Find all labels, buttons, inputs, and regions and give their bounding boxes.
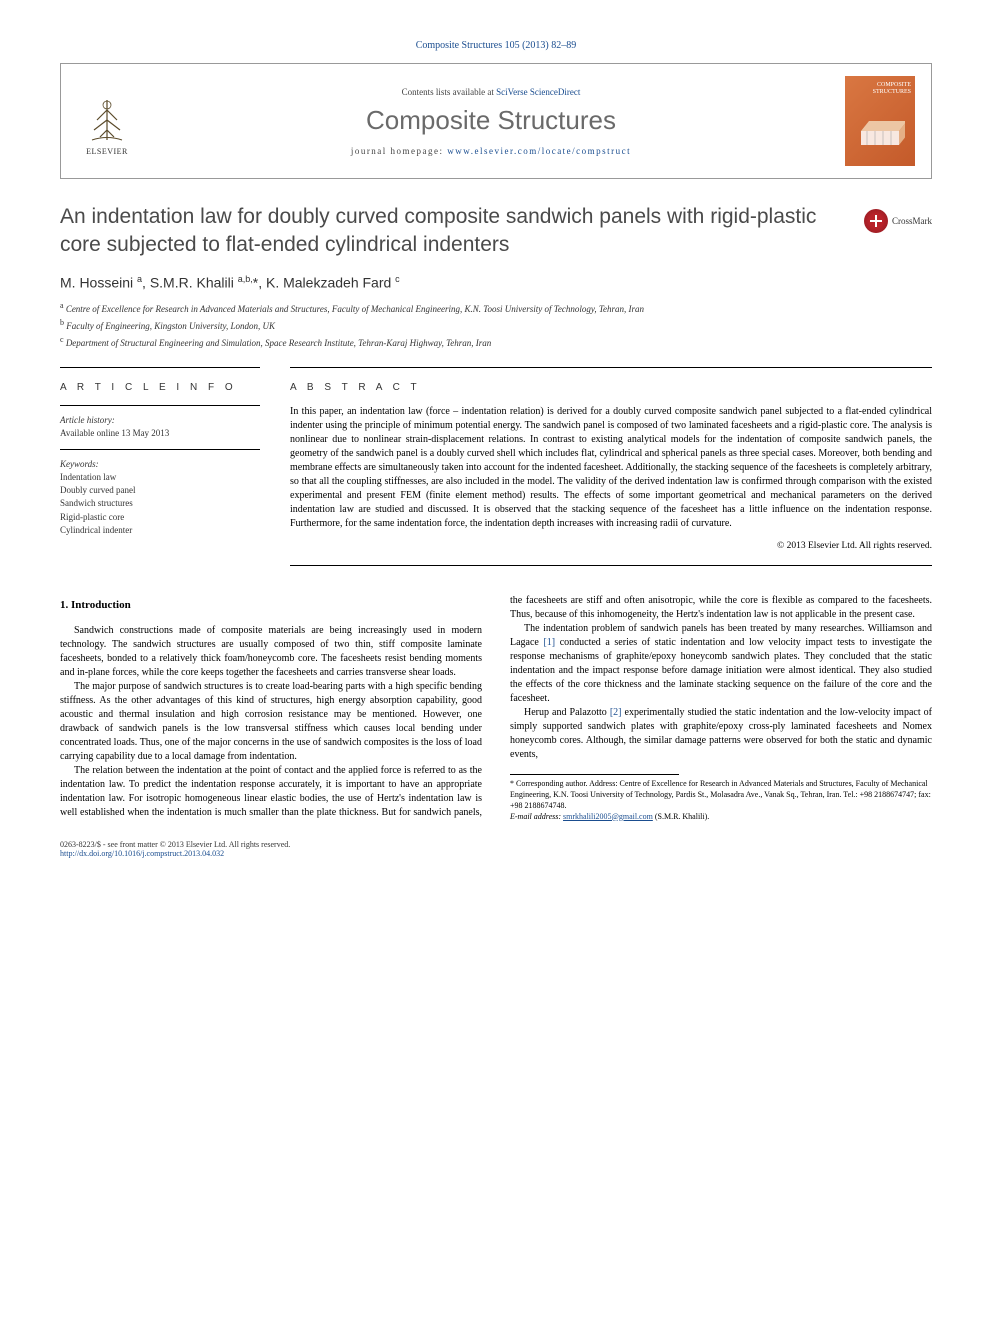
divider [60,405,260,406]
journal-header: ELSEVIER Contents lists available at Sci… [60,63,932,179]
keyword: Rigid-plastic core [60,511,260,524]
contents-prefix: Contents lists available at [402,87,496,97]
email-attribution: (S.M.R. Khalili). [655,812,709,821]
publisher-logo: ELSEVIER [77,86,137,156]
footer-left: 0263-8223/$ - see front matter © 2013 El… [60,840,290,858]
keyword: Cylindrical indenter [60,524,260,537]
body-text: 1. Introduction Sandwich constructions m… [60,594,932,822]
body-paragraph: The major purpose of sandwich structures… [60,680,482,764]
authors: M. Hosseini a, S.M.R. Khalili a,b,*, K. … [60,274,932,291]
crossmark-label: CrossMark [892,216,932,226]
article-title: An indentation law for doubly curved com… [60,203,864,260]
body-paragraph: Herup and Palazotto [2] experimentally s… [510,706,932,762]
abstract-text: In this paper, an indentation law (force… [290,405,932,531]
abstract: A B S T R A C T In this paper, an indent… [290,367,932,566]
footnote-email: E-mail address: smrkhalili2005@gmail.com… [510,812,932,823]
crossmark-badge[interactable]: CrossMark [864,209,932,233]
journal-title: Composite Structures [137,105,845,136]
front-matter: 0263-8223/$ - see front matter © 2013 El… [60,840,290,849]
footnote-divider [510,774,679,775]
section-heading: 1. Introduction [60,598,482,613]
affiliations: a Centre of Excellence for Research in A… [60,300,932,349]
body-paragraph: Sandwich constructions made of composite… [60,624,482,680]
sciencedirect-link[interactable]: SciVerse ScienceDirect [496,87,580,97]
doi-link[interactable]: http://dx.doi.org/10.1016/j.compstruct.2… [60,849,224,858]
title-row: An indentation law for doubly curved com… [60,203,932,260]
keyword: Indentation law [60,471,260,484]
citation-link[interactable]: [1] [543,637,555,648]
page-footer: 0263-8223/$ - see front matter © 2013 El… [60,840,932,858]
divider [290,565,932,566]
contents-available: Contents lists available at SciVerse Sci… [137,87,845,97]
email-label: E-mail address: [510,812,561,821]
journal-homepage: journal homepage: www.elsevier.com/locat… [137,146,845,156]
article-info: A R T I C L E I N F O Article history: A… [60,367,260,566]
cover-title: COMPOSITE STRUCTURES [845,80,915,97]
affiliation: c Department of Structural Engineering a… [60,334,932,350]
cover-graphic-icon [855,103,905,153]
email-link[interactable]: smrkhalili2005@gmail.com [563,812,653,821]
history-header: Article history: [60,414,260,427]
journal-reference: Composite Structures 105 (2013) 82–89 [60,40,932,51]
article-info-label: A R T I C L E I N F O [60,382,260,393]
affiliation: b Faculty of Engineering, Kingston Unive… [60,317,932,333]
crossmark-icon [864,209,888,233]
abstract-label: A B S T R A C T [290,382,932,393]
keyword: Sandwich structures [60,497,260,510]
affiliation: a Centre of Excellence for Research in A… [60,300,932,316]
homepage-link[interactable]: www.elsevier.com/locate/compstruct [447,146,631,156]
copyright: © 2013 Elsevier Ltd. All rights reserved… [290,541,932,551]
citation-link[interactable]: [2] [610,707,622,718]
keywords-header: Keywords: [60,458,260,471]
body-paragraph: The indentation problem of sandwich pane… [510,622,932,706]
divider [60,449,260,450]
publisher-name: ELSEVIER [86,147,128,156]
footnote-text: * Corresponding author. Address: Centre … [510,779,932,811]
history-value: Available online 13 May 2013 [60,427,260,440]
journal-cover: COMPOSITE STRUCTURES [845,76,915,166]
keyword: Doubly curved panel [60,484,260,497]
elsevier-tree-icon [82,95,132,145]
article-history: Article history: Available online 13 May… [60,414,260,439]
info-abstract-row: A R T I C L E I N F O Article history: A… [60,367,932,566]
header-center: Contents lists available at SciVerse Sci… [137,87,845,156]
keywords: Keywords: Indentation lawDoubly curved p… [60,458,260,536]
homepage-prefix: journal homepage: [351,146,447,156]
corresponding-author-footnote: * Corresponding author. Address: Centre … [510,779,932,822]
